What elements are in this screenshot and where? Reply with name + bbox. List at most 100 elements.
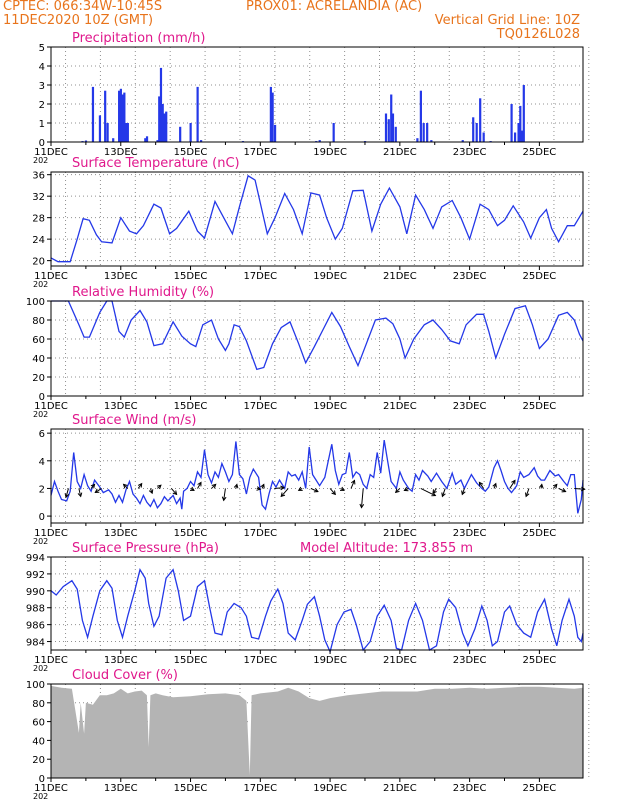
panel-4: 0 2 4 6 11DEC 13DEC 15DEC 17DEC 19DEC 21DEC 23DEC 2… <box>33 413 590 546</box>
precip-bar <box>273 124 277 142</box>
precip-bar <box>144 138 147 142</box>
wind-arrow-head <box>148 489 154 495</box>
y-tick-label: 36 <box>32 171 45 182</box>
wind-arrow-head <box>122 483 128 489</box>
wind-arrow-head <box>525 492 530 498</box>
panel-annotation: Model Altitude: 173.855 m <box>300 541 473 556</box>
y-tick-label: 0 <box>39 774 45 785</box>
wind-arrow-head <box>156 484 162 490</box>
x-tick-label: 25DEC <box>523 147 557 158</box>
wind-arrow-head <box>172 490 178 496</box>
precip-bar <box>91 86 95 142</box>
y-tick-label: 60 <box>32 335 45 346</box>
y-tick-label: 6 <box>39 429 45 440</box>
precip-bar <box>123 92 126 142</box>
panel-3: 0 20 40 60 80 100 11DEC 13DEC 15DEC 17DEC 19DEC 21D… <box>26 285 590 419</box>
precip-bar <box>118 90 121 142</box>
x-tick-label: 15DEC <box>174 271 208 282</box>
precip-bar <box>112 138 115 142</box>
wind-arrow <box>274 487 285 489</box>
precip-bar <box>84 140 88 142</box>
x-tick-label: 17DEC <box>243 783 277 794</box>
y-tick-label: 3 <box>39 81 45 92</box>
y-tick-label: 4 <box>39 457 45 468</box>
wind-arrow-head <box>331 490 336 496</box>
wind-arrow-head <box>221 496 227 502</box>
precip-bar <box>422 123 425 142</box>
precip-bar <box>271 92 274 142</box>
x-tick-label: 17DEC <box>243 401 277 412</box>
precip-bar <box>119 88 122 142</box>
wind-arrow-head <box>403 486 409 492</box>
x-tick-label: 17DEC <box>243 271 277 282</box>
wind-arrow <box>170 488 177 495</box>
x-tick-label: 13DEC <box>104 655 138 666</box>
wind-arrow <box>420 487 436 497</box>
precip-bar <box>98 115 102 142</box>
panel-1: 0 1 2 3 4 5 11DEC 13DEC 15DEC 17DEC 19DEC 21DEC 23DE… <box>33 31 590 165</box>
panel-frame <box>50 300 584 397</box>
wind-arrow-head <box>77 492 83 498</box>
wind-arrow <box>78 488 82 497</box>
wind-arrow-head <box>432 489 437 495</box>
x-tick-label: 17DEC <box>243 147 277 158</box>
y-tick-label: 4 <box>39 62 45 73</box>
precip-bar <box>161 104 164 142</box>
precip-bar <box>163 113 166 142</box>
precip-bar <box>106 123 109 142</box>
wind-arrow <box>509 480 516 489</box>
x-tick-label: 13DEC <box>104 147 138 158</box>
panel-title: Precipitation (mm/h) <box>72 31 205 46</box>
x-tick-label: 21DEC <box>383 528 417 539</box>
precip-bar <box>196 86 199 142</box>
wind-arrow <box>197 482 202 489</box>
wind-arrow-head <box>313 488 319 493</box>
precip-bar <box>318 140 321 142</box>
y-tick-label: 986 <box>26 621 45 632</box>
wind-arrow-head <box>511 479 516 485</box>
precip-bar <box>513 132 517 142</box>
x-tick-label: 15DEC <box>174 401 208 412</box>
x-tick-label: 25DEC <box>523 655 557 666</box>
y-tick-label: 0 <box>39 392 45 403</box>
wind-arrow <box>478 482 484 489</box>
x-year-fragment: 202 <box>33 280 48 289</box>
x-tick-label: 25DEC <box>523 271 557 282</box>
wind-arrow-head <box>211 483 217 489</box>
y-tick-label: 990 <box>26 587 45 598</box>
precip-bar <box>125 123 128 142</box>
x-tick-label: 11DEC <box>34 401 68 412</box>
wind-arrow <box>350 480 355 489</box>
x-tick-label: 15DEC <box>174 783 208 794</box>
series-line <box>50 568 584 654</box>
x-year-fragment: 202 <box>33 664 48 673</box>
wind-arrow-head <box>260 483 265 489</box>
wind-arrow-head <box>431 492 437 497</box>
y-tick-label: 2 <box>39 484 45 495</box>
precip-bar <box>479 98 482 142</box>
x-tick-label: 11DEC <box>34 271 68 282</box>
x-tick-label: 15DEC <box>174 528 208 539</box>
y-tick-label: 80 <box>32 699 45 710</box>
precip-bar <box>426 123 429 142</box>
series-line <box>51 300 584 371</box>
series-line <box>50 439 584 514</box>
y-tick-label: 20 <box>32 755 45 766</box>
precip-bar <box>179 126 182 142</box>
x-tick-label: 21DEC <box>383 147 417 158</box>
cloud-cover-area <box>51 685 583 778</box>
x-tick-label: 19DEC <box>313 655 347 666</box>
x-year-fragment: 202 <box>33 537 48 546</box>
wind-arrow <box>441 488 446 497</box>
panel-title: Surface Wind (m/s) <box>72 413 196 428</box>
wind-arrow <box>558 487 566 493</box>
precip-bar <box>461 140 464 142</box>
wind-arrow <box>525 488 530 497</box>
x-tick-label: 11DEC <box>34 655 68 666</box>
x-year-fragment: 202 <box>33 410 48 419</box>
y-tick-label: 1 <box>39 119 45 130</box>
precip-bar <box>158 96 161 142</box>
precip-bar <box>482 132 485 142</box>
y-tick-label: 80 <box>32 316 45 327</box>
